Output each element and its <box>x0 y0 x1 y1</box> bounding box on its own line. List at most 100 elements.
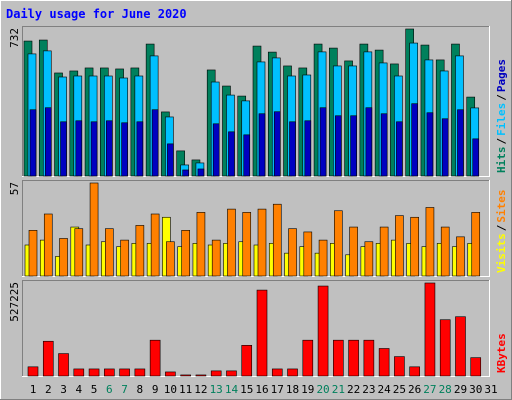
bar <box>457 109 464 177</box>
x-tick-label: 21 <box>332 383 345 396</box>
bar <box>302 339 314 377</box>
x-tick-label: 13 <box>210 383 223 396</box>
bar <box>350 115 357 177</box>
x-tick-label: 11 <box>179 383 192 396</box>
bar <box>287 368 298 377</box>
bar <box>411 103 418 177</box>
x-tick-label: 8 <box>137 383 144 396</box>
bar <box>228 131 235 177</box>
chart-title: Daily usage for June 2020 <box>6 7 187 21</box>
bar <box>44 107 52 177</box>
bar <box>73 368 85 377</box>
legend-entry: Pages <box>495 59 508 92</box>
bar <box>88 368 100 377</box>
bar <box>395 215 404 277</box>
bar <box>440 226 450 277</box>
bar <box>59 238 68 277</box>
bar <box>58 353 69 377</box>
bar <box>134 368 146 377</box>
bar <box>365 107 373 177</box>
bar <box>363 339 375 377</box>
bar <box>349 226 358 277</box>
x-tick-label: 29 <box>454 383 467 396</box>
bar <box>364 241 374 277</box>
x-tick-label: 30 <box>469 383 482 396</box>
legend-entry: Files <box>495 103 508 136</box>
x-tick-label: 24 <box>378 383 392 396</box>
bar <box>27 366 39 377</box>
bar <box>394 356 405 377</box>
y-max-label: 527225 <box>8 282 21 322</box>
x-tick-label: 1 <box>30 383 37 396</box>
bar <box>304 120 312 177</box>
legend: Visits /Sites <box>495 190 508 274</box>
x-tick-label: 10 <box>164 383 177 396</box>
bar <box>303 231 313 277</box>
bar <box>195 374 207 377</box>
x-tick-label: 28 <box>439 383 452 396</box>
bar <box>212 123 220 177</box>
bar <box>318 239 328 277</box>
bar <box>273 111 281 177</box>
y-max-label: 57 <box>8 182 21 195</box>
y-max-label: 732 <box>8 28 21 48</box>
bar <box>242 212 252 277</box>
bar <box>150 213 160 277</box>
x-tick-label: 12 <box>194 383 207 396</box>
bar <box>60 121 67 177</box>
bar <box>135 225 145 277</box>
bar <box>241 345 253 377</box>
bar <box>319 107 327 177</box>
bar <box>106 120 113 177</box>
bar <box>210 370 222 377</box>
x-tick-label: 23 <box>362 383 375 396</box>
bar <box>257 208 267 277</box>
legend-entry: KBytes <box>495 333 508 373</box>
x-tick-label: 20 <box>316 383 329 396</box>
bar <box>378 348 390 377</box>
bar <box>43 213 53 277</box>
bar <box>258 113 266 177</box>
bar <box>470 357 482 377</box>
bar <box>226 370 237 377</box>
x-tick-label: 4 <box>75 383 82 396</box>
legend: Hits / Files / Pages <box>495 59 508 173</box>
bar <box>42 340 54 377</box>
x-tick-label: 17 <box>271 383 284 396</box>
bar <box>120 239 129 277</box>
plot-area <box>22 280 490 377</box>
bar <box>211 239 221 277</box>
bar <box>379 226 389 277</box>
bar <box>472 138 480 177</box>
x-tick-label: 2 <box>45 383 52 396</box>
x-tick-label: 19 <box>301 383 314 396</box>
bar <box>90 121 98 177</box>
bar <box>75 120 83 177</box>
bar <box>29 109 37 177</box>
bar <box>335 115 342 177</box>
x-tick-label: 9 <box>152 383 159 396</box>
bar <box>89 182 99 277</box>
legend-separator: / <box>495 94 508 101</box>
x-tick-label: 22 <box>347 383 360 396</box>
legend: KBytes <box>495 333 508 373</box>
bar <box>348 339 359 377</box>
bar <box>439 319 451 377</box>
x-tick-label: 16 <box>255 383 268 396</box>
bar <box>104 368 115 377</box>
bar <box>243 134 251 177</box>
bar <box>288 228 297 277</box>
bar <box>121 122 128 177</box>
bar <box>471 212 481 277</box>
bar <box>380 113 388 177</box>
x-tick-label: 27 <box>423 383 436 396</box>
bar <box>197 168 205 177</box>
bar <box>271 368 283 377</box>
bar <box>181 230 190 277</box>
bar <box>272 203 282 277</box>
bar <box>425 207 435 277</box>
bar <box>167 143 174 177</box>
bar <box>334 210 343 277</box>
bar <box>149 339 161 377</box>
